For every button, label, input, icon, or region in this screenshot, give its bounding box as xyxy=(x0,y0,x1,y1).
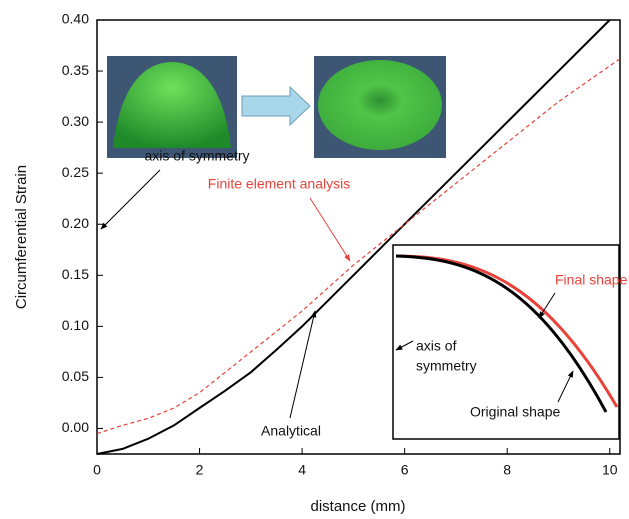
annotation: Analytical xyxy=(261,423,321,439)
annotation: axis of symmetry xyxy=(144,148,249,164)
y-tick-label: 0.20 xyxy=(62,215,89,231)
y-tick-label: 0.00 xyxy=(62,419,89,435)
y-tick-label: 0.25 xyxy=(62,164,89,180)
y-tick-label: 0.10 xyxy=(62,317,89,333)
inset-label: symmetry xyxy=(416,358,477,374)
annotation-arrow xyxy=(101,170,160,229)
y-tick-label: 0.05 xyxy=(62,368,89,384)
x-tick-label: 10 xyxy=(602,462,618,478)
y-axis-label: Circumferential Strain xyxy=(13,165,30,309)
x-tick-label: 8 xyxy=(503,462,511,478)
flattened-disc xyxy=(318,60,442,150)
x-tick-label: 6 xyxy=(401,462,409,478)
chart: 0.00 0.05 0.10 0.15 0.20 0.25 0.30 0.35 0.40 0 2 4 6… xyxy=(0,0,629,519)
annotation-arrow xyxy=(310,198,350,261)
process-arrow xyxy=(242,87,310,125)
inset-label: axis of xyxy=(416,338,457,354)
y-tick-label: 0.15 xyxy=(62,266,89,282)
annotation: Finite element analysis xyxy=(208,176,350,192)
x-tick-label: 4 xyxy=(298,462,306,478)
x-tick-label: 2 xyxy=(196,462,204,478)
y-tick-label: 0.35 xyxy=(62,62,89,78)
x-axis-label: distance (mm) xyxy=(310,498,405,515)
y-tick-label: 0.30 xyxy=(62,113,89,129)
inset-label: Final shape xyxy=(555,272,628,288)
x-tick-label: 0 xyxy=(93,462,101,478)
y-tick-label: 0.40 xyxy=(62,11,89,27)
inset-label: Original shape xyxy=(470,404,560,420)
